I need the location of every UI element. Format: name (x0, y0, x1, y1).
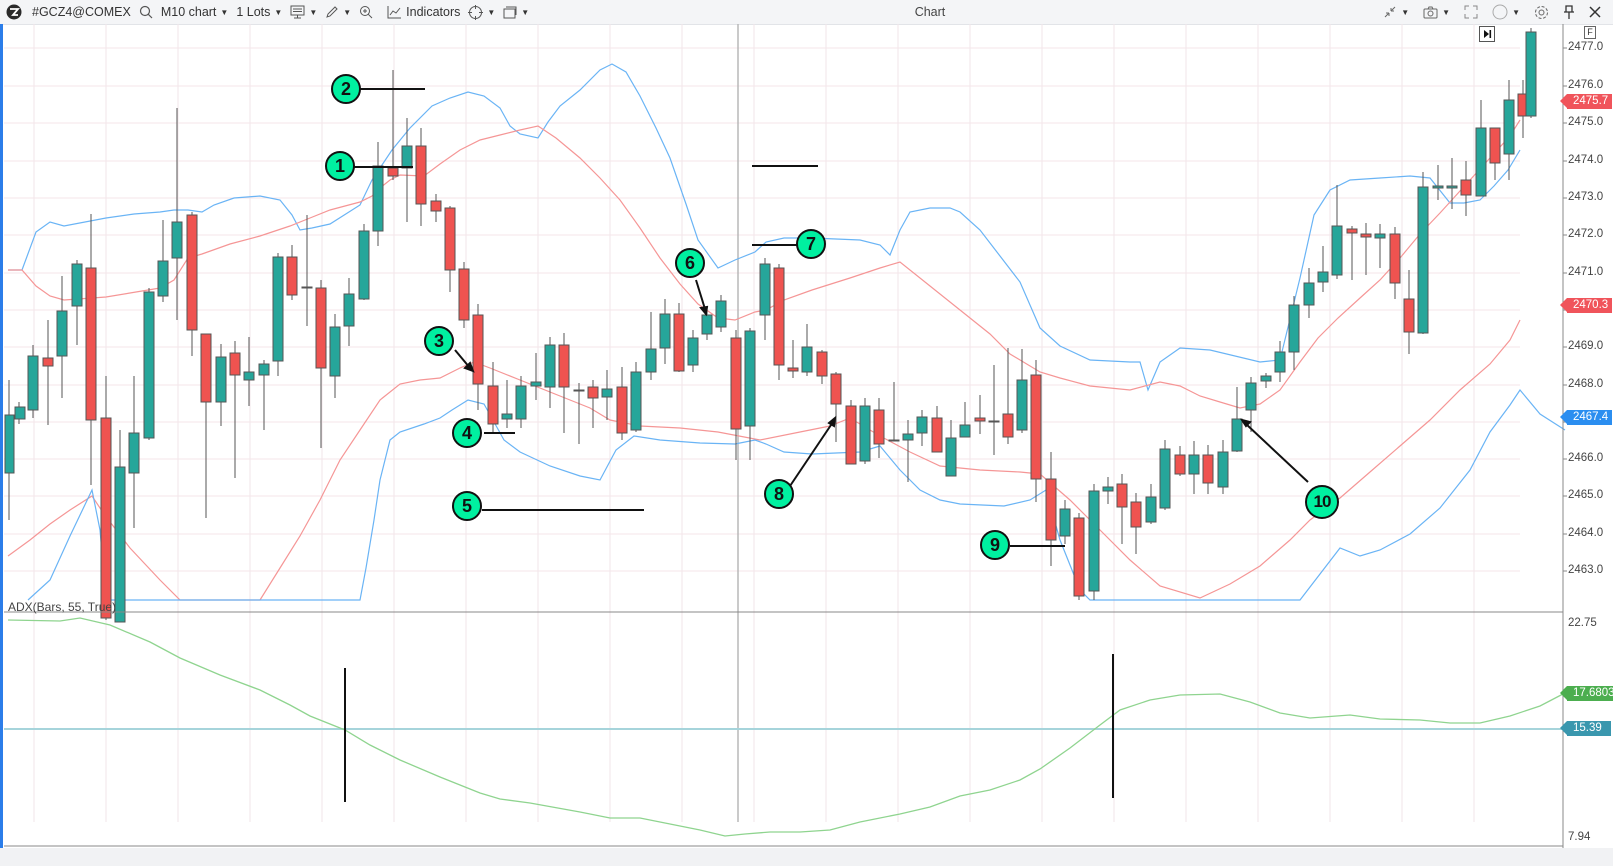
annotation-arrows (454, 279, 1309, 487)
price-tick: 2474.0 (1568, 154, 1604, 166)
chart-type-dropdown[interactable]: ▼ (290, 5, 317, 19)
skip-end-icon (1484, 30, 1492, 38)
draw-tools-dropdown[interactable]: ▼ (325, 5, 351, 19)
bb-lower-red (7, 319, 1521, 601)
price-tick: 2469.0 (1568, 340, 1604, 352)
chevron-down-icon: ▼ (274, 7, 283, 17)
indicators-icon (387, 6, 402, 19)
window-layout-dropdown[interactable]: ▼ (503, 6, 529, 19)
close-button[interactable] (1589, 6, 1601, 18)
chart-type-icon (290, 5, 305, 19)
pin-icon (1564, 5, 1574, 19)
callout-8: 8 (764, 479, 794, 509)
chevron-down-icon: ▼ (220, 7, 229, 17)
theme-dropdown[interactable]: ▼ (1492, 4, 1520, 20)
active-chart-indicator (0, 24, 3, 866)
bb-upper-blue (8, 63, 1521, 392)
chevron-down-icon: ▼ (521, 7, 530, 17)
price-tick: 2465.0 (1568, 489, 1604, 501)
screenshot-button[interactable]: ▼ (1423, 6, 1450, 19)
zoom-in-icon (360, 6, 373, 19)
callout-5: 5 (452, 491, 482, 521)
collapse-button[interactable]: ▼ (1383, 5, 1409, 19)
adx-indicator-label[interactable]: ADX(Bars, 55, True) (8, 600, 117, 614)
chart-toolbar: #GCZ4@COMEX M10 chart ▼ 1 Lots ▼ ▼ ▼ Indic… (0, 0, 1613, 25)
lots-label: 1 Lots (236, 5, 271, 19)
indicators-button[interactable]: Indicators (387, 5, 460, 19)
symbol-selector[interactable]: #GCZ4@COMEX (32, 5, 131, 19)
chevron-down-icon: ▼ (309, 7, 318, 17)
bb-mid-red (8, 119, 1521, 409)
candlesticks (4, 28, 1537, 623)
chevron-down-icon: ▼ (343, 7, 352, 17)
annotation-lines (354, 88, 1065, 547)
adx-line (7, 617, 1564, 837)
callout-1: 1 (325, 151, 355, 181)
price-tick: 2476.0 (1568, 79, 1604, 91)
callout-9: 9 (980, 530, 1010, 560)
indicators-label: Indicators (406, 5, 461, 19)
collapse-icon (1384, 6, 1396, 18)
status-strip (0, 848, 1613, 866)
crosshair-dropdown[interactable]: ▼ (468, 4, 496, 20)
callout-3: 3 (424, 326, 454, 356)
price-tick: 2471.0 (1568, 266, 1604, 278)
price-tick: 2472.0 (1568, 228, 1604, 240)
chevron-down-icon: ▼ (487, 7, 496, 17)
callout-10: 10 (1305, 485, 1339, 519)
adx-value-tag: 17.6803 (1560, 686, 1613, 701)
camera-icon (1423, 6, 1438, 18)
callout-7: 7 (796, 229, 826, 259)
window-controls: ▼ ▼ ▼ (1383, 0, 1607, 24)
fullscreen-button[interactable] (1464, 5, 1478, 19)
price-tick: 2464.0 (1568, 527, 1604, 539)
price-tick: 2477.0 (1568, 41, 1604, 53)
circle-icon (1492, 4, 1508, 20)
bb-lower-blue (27, 388, 1566, 601)
price-tag-red-upper: 2475.7 (1559, 94, 1613, 109)
callout-2: 2 (331, 74, 361, 104)
settings-button[interactable] (1534, 5, 1549, 20)
timeframe-dropdown[interactable]: M10 chart ▼ (161, 5, 229, 19)
gear-icon (1535, 5, 1548, 19)
callout-6: 6 (675, 248, 705, 278)
price-tick: 2468.0 (1568, 378, 1604, 390)
close-icon (1589, 6, 1601, 18)
search-icon[interactable] (139, 5, 153, 19)
price-tick: 2473.0 (1568, 191, 1604, 203)
expand-icon (1464, 5, 1478, 19)
price-tag-blue: 2467.4 (1559, 410, 1613, 425)
zoom-in-button[interactable] (359, 5, 373, 19)
pencil-icon (326, 6, 338, 18)
timeframe-label: M10 chart (160, 5, 217, 19)
price-chart-canvas[interactable] (0, 24, 1613, 866)
crosshair-icon (468, 4, 484, 20)
fit-button[interactable]: F (1584, 26, 1596, 39)
scroll-to-end-button[interactable] (1479, 26, 1495, 42)
price-tick: 2475.0 (1568, 116, 1604, 128)
window-layout-icon (503, 6, 517, 18)
price-tick: 2466.0 (1568, 452, 1604, 464)
price-tag-red-lower: 2470.3 (1559, 298, 1613, 313)
adx-axis-bottom: 7.94 (1568, 831, 1591, 843)
callout-4: 4 (452, 418, 482, 448)
lots-dropdown[interactable]: 1 Lots ▼ (236, 5, 282, 19)
app-logo-icon[interactable] (6, 4, 22, 20)
pin-button[interactable] (1563, 5, 1575, 19)
adx-axis-top: 22.75 (1568, 617, 1597, 629)
price-tick: 2463.0 (1568, 564, 1604, 576)
adx-level-tag: 15.39 (1560, 721, 1611, 736)
